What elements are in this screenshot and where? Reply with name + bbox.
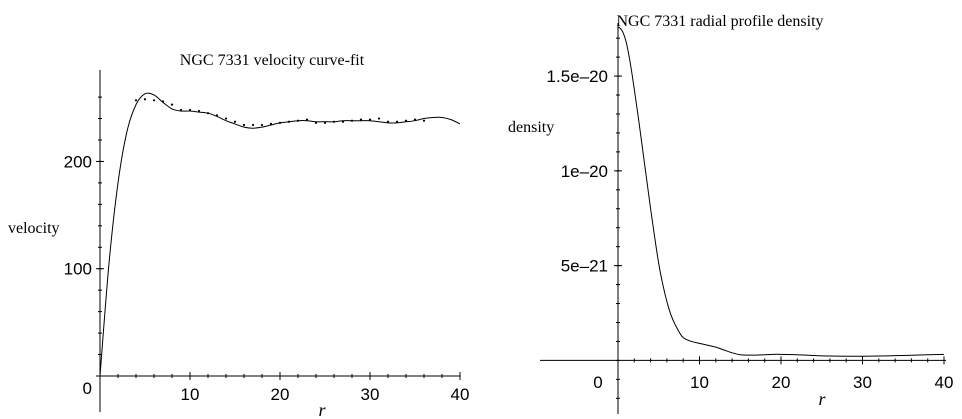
data-point (386, 120, 390, 123)
data-point (395, 120, 399, 123)
density-chart: NGC 7331 radial profile density density … (508, 13, 953, 414)
density-y-axis-label: density (508, 119, 554, 136)
y-tick-label: 200 (64, 152, 92, 171)
y-tick-label: 1.5e–20 (547, 67, 608, 86)
data-point (188, 108, 192, 112)
data-point (404, 119, 408, 122)
x-tick-label: 0 (593, 373, 602, 392)
y-tick-label: 5e–21 (561, 257, 608, 276)
data-point (422, 119, 426, 122)
data-point (287, 120, 291, 123)
velocity-chart-title: NGC 7331 velocity curve-fit (180, 52, 365, 69)
x-tick-label: 20 (271, 385, 290, 404)
data-point (359, 118, 363, 121)
data-point (152, 99, 156, 102)
data-point (260, 123, 264, 127)
data-point (341, 120, 345, 123)
x-tick-label: 30 (853, 373, 872, 392)
density-x-axis-label: r (818, 389, 826, 409)
data-point (278, 121, 282, 124)
y-tick-label: 100 (64, 260, 92, 279)
data-point (215, 114, 219, 117)
y-tick-label: 0 (83, 379, 92, 398)
series-line (99, 92, 461, 377)
velocity-x-axis-label: r (318, 400, 326, 419)
data-point (242, 123, 246, 127)
x-tick-label: 30 (361, 385, 380, 404)
y-tick-label: 1e–20 (561, 162, 608, 181)
data-point (134, 99, 138, 102)
series-line (617, 26, 945, 357)
x-tick-label: 40 (451, 385, 470, 404)
data-point (224, 117, 228, 120)
x-tick-label: 10 (690, 373, 709, 392)
data-point (305, 118, 309, 121)
x-tick-label: 40 (935, 373, 954, 392)
data-point (197, 109, 201, 113)
x-tick-label: 20 (772, 373, 791, 392)
data-point (161, 100, 165, 103)
data-point (143, 98, 147, 101)
density-chart-title: NGC 7331 radial profile density (616, 13, 823, 30)
data-point (170, 103, 174, 106)
velocity-chart: NGC 7331 velocity curve-fit velocity r 1… (8, 52, 469, 419)
data-point (296, 119, 300, 122)
data-point (332, 120, 336, 123)
data-point (368, 118, 372, 121)
data-point (413, 118, 417, 121)
data-point (206, 112, 210, 115)
data-point (323, 121, 327, 124)
data-point (314, 121, 318, 124)
x-tick-label: 10 (181, 385, 200, 404)
data-point (377, 117, 381, 120)
data-point (350, 119, 354, 122)
velocity-y-axis-label: velocity (8, 220, 60, 237)
data-point (179, 108, 183, 112)
data-point (233, 120, 237, 123)
data-point (251, 123, 255, 127)
data-point (269, 122, 273, 126)
